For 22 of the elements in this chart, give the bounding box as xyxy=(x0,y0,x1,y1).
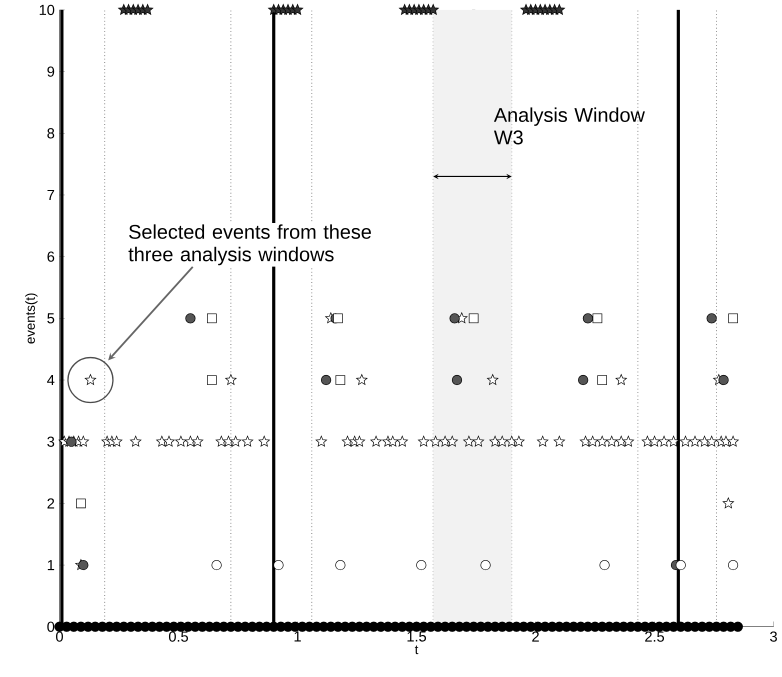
y-tick-label: 10 xyxy=(40,4,54,15)
x-tick-label: 3 xyxy=(770,631,777,642)
x-tick-label: 2 xyxy=(532,631,539,642)
x-tick-label: 2.5 xyxy=(645,631,664,642)
annotation: Selected events from these three analysis windows xyxy=(128,224,371,266)
y-tick-label: 9 xyxy=(47,66,54,77)
y-tick-label: 1 xyxy=(48,560,54,570)
y-tick-label: 6 xyxy=(47,251,54,262)
x-tick-label: 1 xyxy=(294,631,301,642)
x-tick-label: 1.5 xyxy=(408,631,426,642)
y-axis-title: events(t) xyxy=(25,293,38,344)
x-tick-label: 0 xyxy=(56,631,63,642)
x-axis-title: t xyxy=(414,645,418,654)
y-tick-label: 7 xyxy=(47,190,54,200)
x-tick-label: 0.5 xyxy=(168,631,188,642)
y-tick-label: 5 xyxy=(47,313,54,324)
y-tick-label: 4 xyxy=(47,374,54,385)
y-tick-label: 8 xyxy=(47,128,54,138)
y-tick-label: 2 xyxy=(47,498,54,508)
y-tick-label: 0 xyxy=(47,621,54,632)
band-label: Analysis Window W3 xyxy=(494,107,645,144)
y-tick-label: 3 xyxy=(47,436,54,447)
